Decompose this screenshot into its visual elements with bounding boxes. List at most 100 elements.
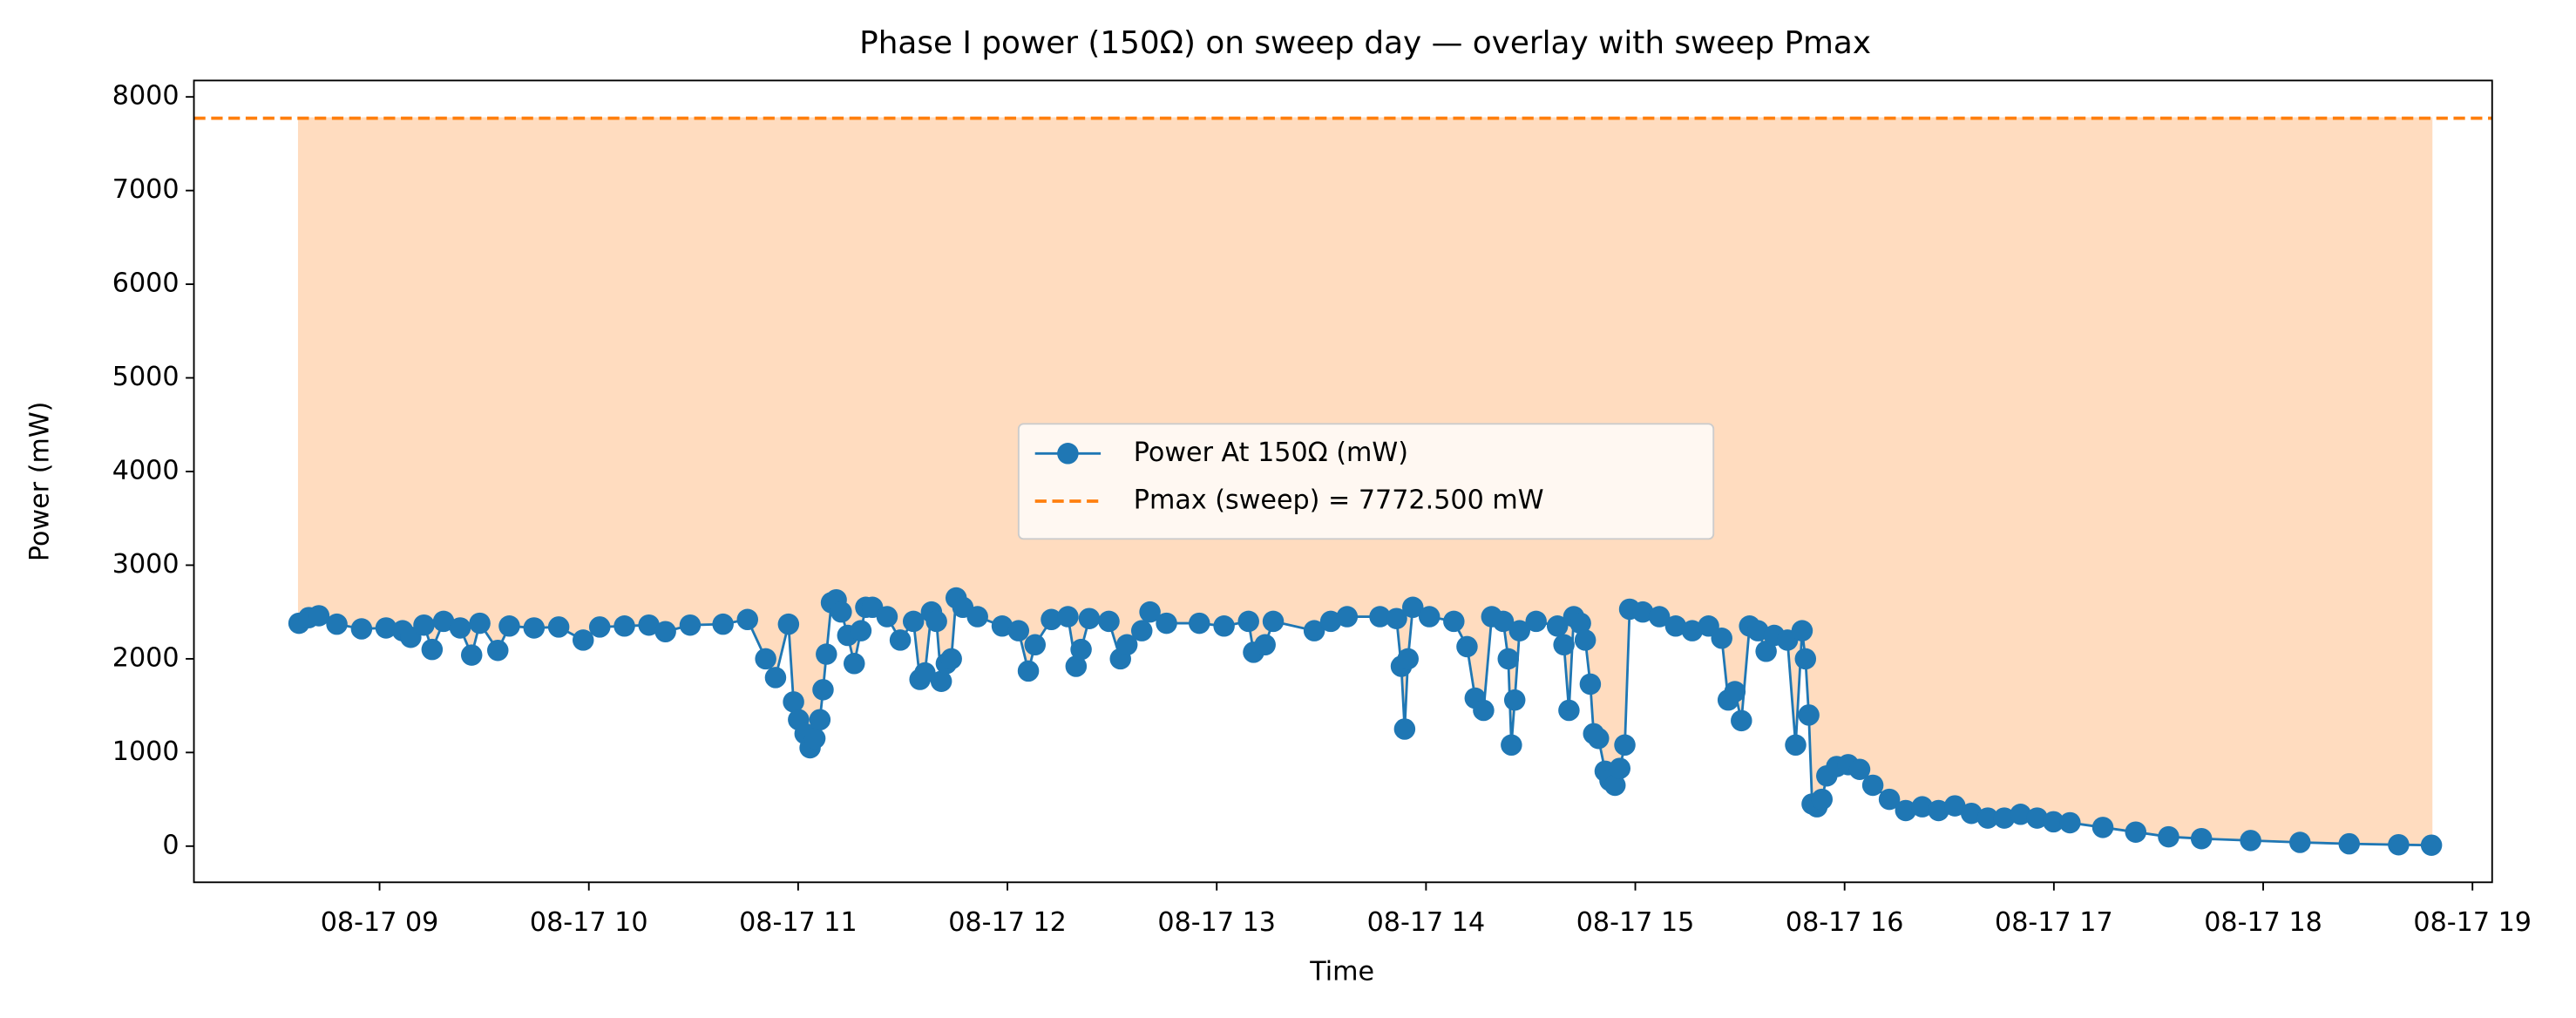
data-point: [1393, 718, 1416, 740]
data-point: [1254, 634, 1276, 656]
y-axis-label: Power (mW): [25, 402, 56, 562]
data-point: [2289, 831, 2311, 853]
data-point: [1928, 799, 1949, 822]
x-tick-label: 08-17 11: [739, 907, 858, 938]
data-point: [1848, 758, 1871, 780]
data-point: [2240, 830, 2261, 852]
data-point: [498, 615, 520, 637]
data-point: [1794, 648, 1817, 670]
data-point: [1574, 629, 1596, 651]
data-point: [1755, 641, 1777, 662]
data-point: [1418, 606, 1441, 628]
data-point: [1861, 774, 1884, 797]
y-tick-label: 4000: [112, 455, 180, 485]
data-point: [2091, 817, 2114, 838]
legend-label: Pmax (sweep) = 7772.500 mW: [1134, 485, 1544, 515]
data-point: [1614, 734, 1636, 757]
data-point: [1798, 704, 1820, 726]
data-point: [1508, 620, 1530, 641]
data-point: [2043, 811, 2064, 833]
data-point: [679, 614, 702, 636]
y-tick-label: 1000: [112, 736, 180, 767]
data-point: [1785, 734, 1807, 757]
data-point: [914, 662, 936, 684]
data-point: [1070, 638, 1092, 661]
data-point: [1115, 634, 1138, 656]
data-point: [1631, 601, 1654, 623]
data-point: [2026, 807, 2048, 829]
data-point: [1007, 620, 1030, 641]
data-point: [1993, 807, 2016, 829]
data-point: [1648, 606, 1671, 628]
y-tick-label: 5000: [112, 362, 180, 392]
data-point: [889, 629, 912, 651]
data-point: [1189, 612, 1210, 635]
data-point: [1078, 607, 1101, 629]
x-tick-label: 08-17 13: [1157, 907, 1276, 938]
data-point: [523, 617, 546, 639]
legend-marker: [1057, 443, 1079, 465]
data-point: [1443, 610, 1465, 633]
data-point: [1911, 796, 1934, 818]
data-point: [1303, 620, 1325, 641]
data-point: [1724, 681, 1746, 702]
data-point: [432, 610, 455, 633]
data-point: [350, 618, 373, 640]
data-point: [843, 653, 865, 675]
data-point: [1130, 620, 1153, 641]
data-point: [1397, 648, 1419, 670]
axes-frame: [193, 79, 2493, 884]
data-point: [375, 617, 397, 639]
x-tick-label: 08-17 18: [2204, 907, 2322, 938]
data-point: [812, 679, 834, 701]
y-tick-label: 3000: [112, 549, 180, 580]
data-point: [460, 644, 483, 666]
data-point: [803, 727, 826, 750]
data-point: [1791, 620, 1813, 641]
data-point: [613, 615, 635, 637]
data-point: [1213, 615, 1235, 637]
data-point: [1401, 596, 1424, 619]
legend: Power At 150Ω (mW) Pmax (sweep) = 7772.50…: [1017, 423, 1715, 540]
data-point: [736, 608, 759, 631]
data-point: [1386, 607, 1407, 629]
chart-title: Phase I power (150Ω) on sweep day — over…: [859, 25, 1871, 61]
data-point: [777, 613, 800, 635]
data-point: [421, 638, 444, 661]
data-point: [1588, 727, 1610, 750]
data-point: [1558, 699, 1580, 722]
data-point: [1237, 610, 1259, 633]
data-point: [809, 709, 831, 731]
x-tick-label: 08-17 19: [2413, 907, 2532, 938]
data-point: [572, 629, 594, 651]
data-point: [588, 616, 611, 638]
data-point: [1681, 620, 1704, 641]
legend-label: Power At 150Ω (mW): [1134, 438, 1408, 468]
data-point: [1369, 606, 1391, 628]
data-point: [930, 670, 952, 692]
data-point: [876, 606, 898, 628]
data-point: [1497, 648, 1520, 670]
data-point: [2338, 832, 2360, 855]
data-point: [783, 691, 804, 713]
data-point: [1960, 802, 1983, 825]
data-point: [654, 621, 676, 642]
data-point: [712, 613, 734, 635]
y-tick-label: 7000: [112, 174, 180, 205]
data-point: [2420, 834, 2443, 856]
data-point: [940, 648, 962, 670]
data-point: [1895, 799, 1917, 822]
data-point: [413, 614, 435, 636]
data-point: [1139, 601, 1161, 623]
y-tick-label: 6000: [112, 268, 180, 299]
data-point: [326, 613, 348, 635]
x-axis-label: Time: [1309, 956, 1374, 987]
data-point: [2125, 821, 2147, 843]
data-point: [1569, 612, 1591, 635]
x-tick-label: 08-17 15: [1576, 907, 1695, 938]
x-tick-label: 08-17 17: [1995, 907, 2113, 938]
data-point: [1525, 610, 1547, 633]
data-point: [1711, 628, 1732, 649]
